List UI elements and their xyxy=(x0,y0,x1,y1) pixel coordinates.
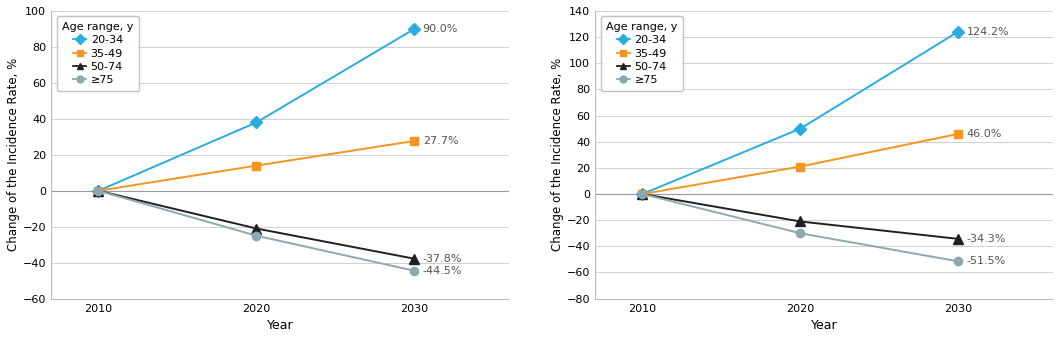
Legend: 20-34, 35-49, 50-74, ≥75: 20-34, 35-49, 50-74, ≥75 xyxy=(56,17,139,91)
Y-axis label: Change of the Incidence Rate, %: Change of the Incidence Rate, % xyxy=(7,58,20,252)
X-axis label: Year: Year xyxy=(811,319,837,332)
Y-axis label: Change of the Incidence Rate, %: Change of the Incidence Rate, % xyxy=(551,58,564,252)
Text: -44.5%: -44.5% xyxy=(423,266,462,276)
Text: 90.0%: 90.0% xyxy=(423,24,458,34)
Text: 27.7%: 27.7% xyxy=(423,136,458,146)
Text: 124.2%: 124.2% xyxy=(967,26,1009,37)
Text: 46.0%: 46.0% xyxy=(967,129,1002,139)
Text: -37.8%: -37.8% xyxy=(423,254,462,264)
Text: -51.5%: -51.5% xyxy=(967,256,1006,266)
Text: -34.3%: -34.3% xyxy=(967,234,1006,244)
X-axis label: Year: Year xyxy=(267,319,294,332)
Legend: 20-34, 35-49, 50-74, ≥75: 20-34, 35-49, 50-74, ≥75 xyxy=(601,17,683,91)
